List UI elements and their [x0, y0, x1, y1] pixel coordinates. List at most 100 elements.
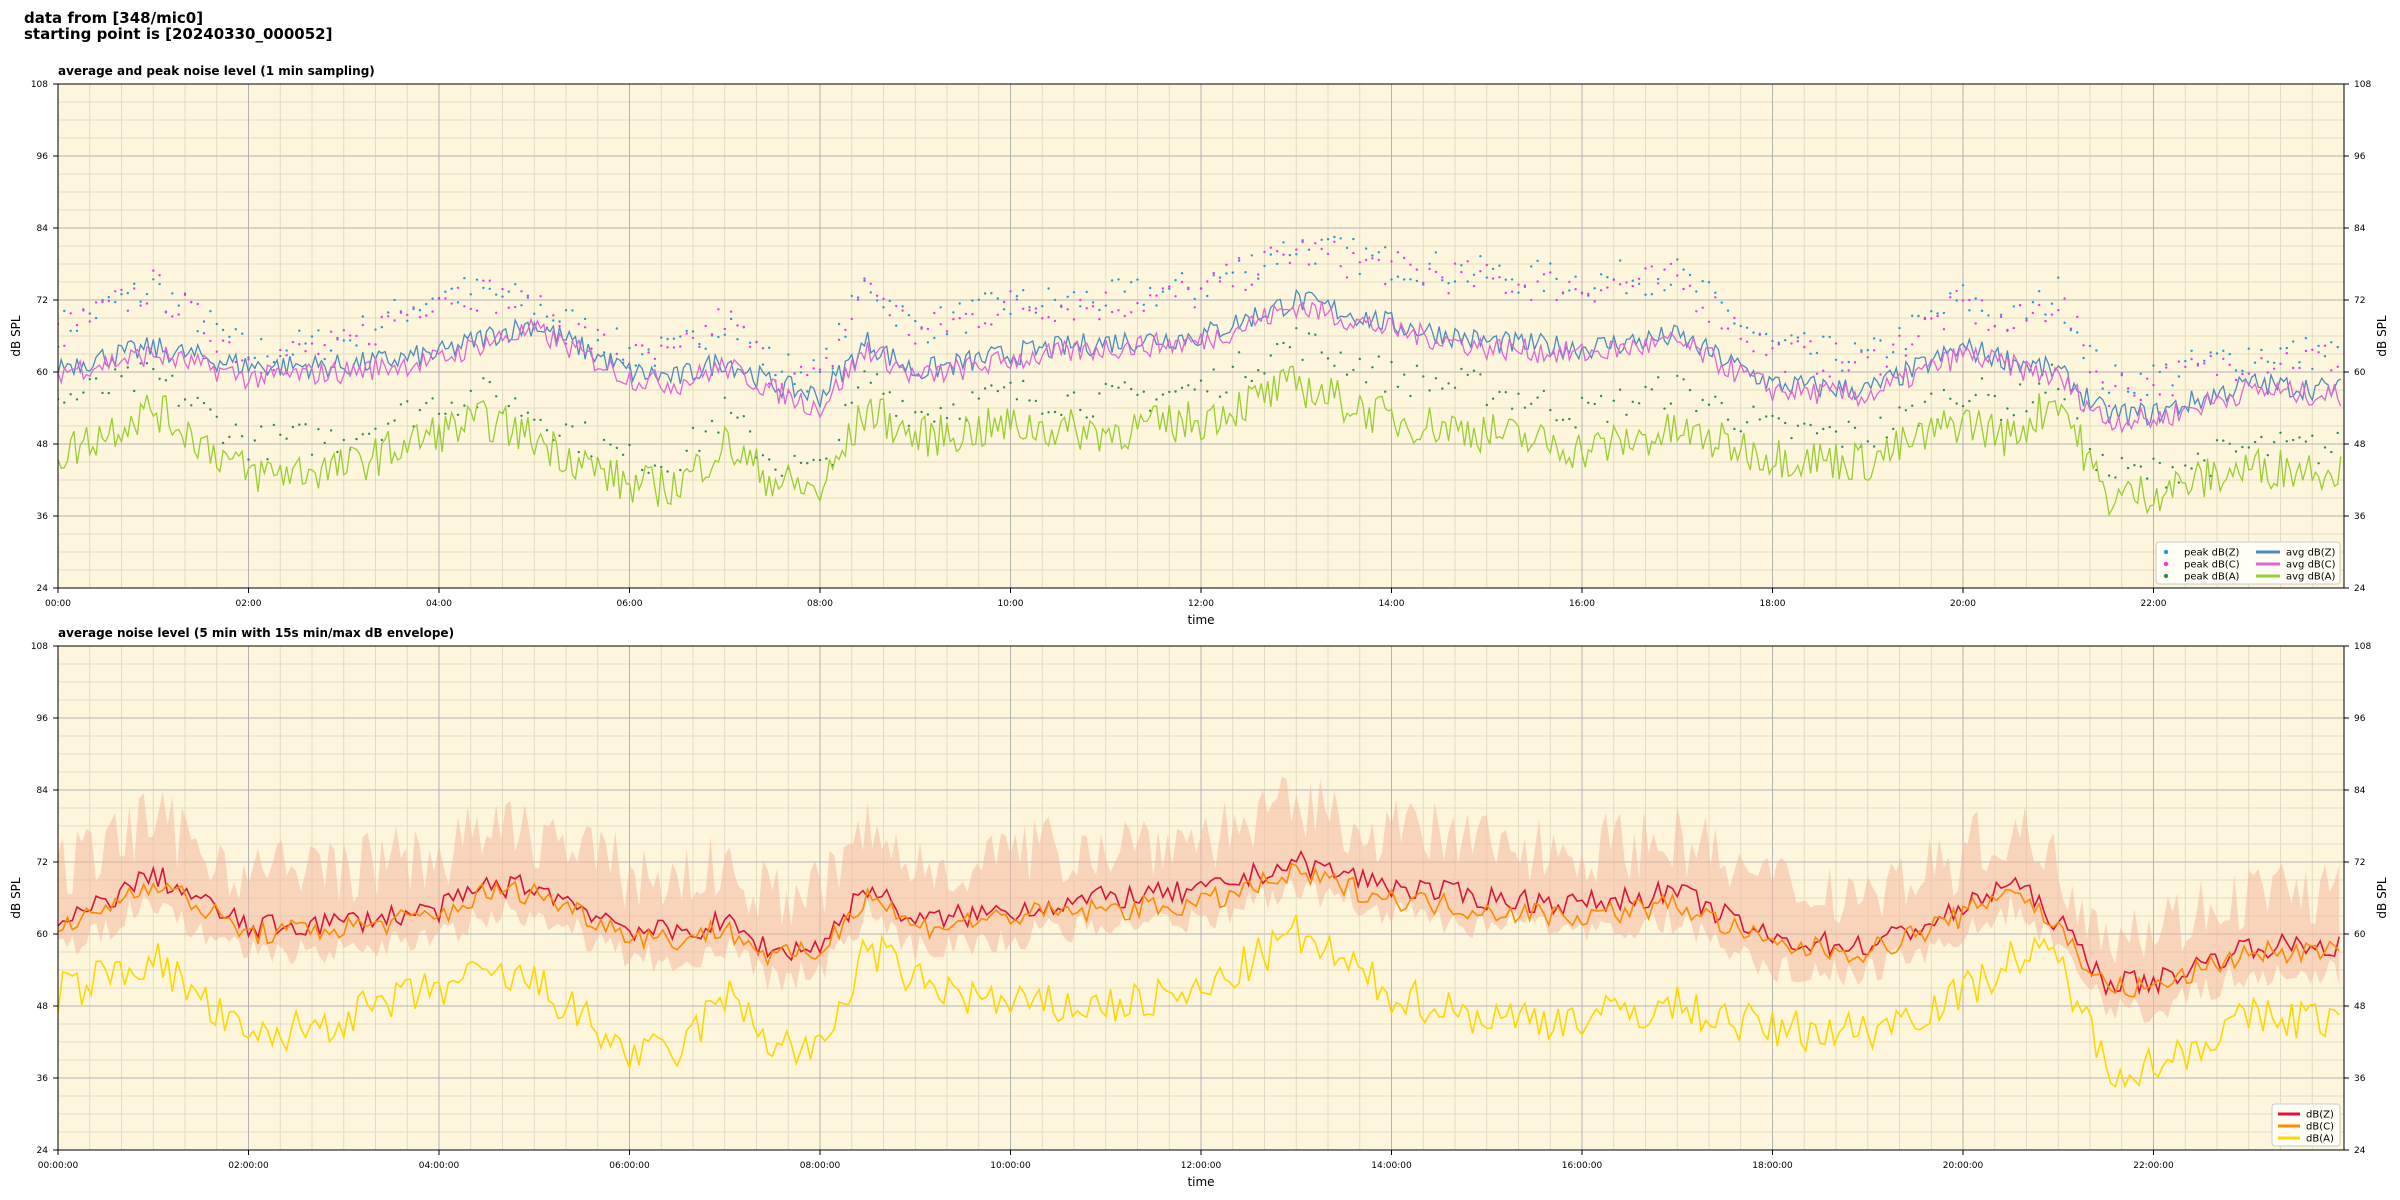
peak-point — [1117, 278, 1120, 281]
peak-point — [2101, 387, 2104, 390]
y-tick-label: 72 — [37, 296, 48, 306]
peak-point — [317, 428, 320, 431]
peak-point — [253, 439, 256, 442]
x-tick-label: 06:00 — [617, 599, 643, 609]
peak-point — [1599, 273, 1603, 276]
peak-point — [1168, 285, 1171, 288]
peak-point — [82, 391, 85, 394]
peak-point — [539, 303, 542, 307]
peak-point — [272, 423, 276, 427]
peak-point — [990, 292, 993, 295]
peak-point — [1682, 378, 1685, 381]
peak-point — [1853, 342, 1857, 345]
peak-point — [495, 311, 498, 314]
peak-point — [2266, 360, 2269, 363]
peak-point — [2050, 313, 2054, 316]
peak-point — [1974, 322, 1977, 325]
peak-point — [996, 389, 999, 393]
peak-point — [1199, 287, 1203, 290]
peak-point — [1155, 294, 1158, 297]
peak-point — [1079, 298, 1082, 302]
peak-point — [2152, 364, 2155, 367]
peak-point — [152, 278, 155, 281]
peak-point — [291, 353, 295, 356]
peak-point — [990, 323, 993, 326]
peak-point — [742, 415, 745, 418]
peak-point — [704, 347, 707, 350]
peak-point — [964, 331, 968, 334]
peak-point — [653, 464, 657, 467]
peak-point — [1269, 246, 1273, 249]
peak-point — [1574, 288, 1577, 291]
peak-point — [1447, 382, 1450, 385]
peak-point — [2304, 349, 2308, 353]
peak-point — [2336, 365, 2339, 368]
peak-point — [2190, 358, 2193, 361]
peak-point — [329, 349, 333, 352]
peak-point — [1460, 264, 1463, 267]
peak-point — [647, 351, 650, 354]
peak-point — [1396, 385, 1400, 388]
peak-point — [882, 392, 885, 395]
peak-point — [342, 438, 345, 442]
peak-point — [482, 377, 485, 380]
series-line-avg-db-c- — [58, 300, 2342, 434]
peak-point — [399, 403, 403, 406]
peak-point — [831, 367, 834, 370]
peak-point — [463, 404, 466, 407]
peak-point — [133, 287, 136, 290]
peak-point — [1136, 278, 1139, 281]
peak-point — [2190, 349, 2193, 352]
peak-point — [1174, 295, 1177, 298]
peak-point — [1625, 292, 1628, 295]
peak-point — [2298, 436, 2301, 439]
peak-point — [2012, 414, 2016, 417]
peak-point — [514, 305, 517, 309]
peak-point — [2101, 381, 2104, 384]
peak-point — [2171, 466, 2174, 469]
peak-point — [1606, 276, 1609, 279]
peak-point — [126, 366, 129, 369]
peak-point — [1339, 237, 1342, 240]
peak-point — [1682, 287, 1685, 291]
peak-point — [1479, 270, 1482, 273]
peak-point — [1047, 316, 1050, 319]
peak-point — [1263, 372, 1266, 375]
peak-point — [780, 370, 784, 373]
peak-point — [907, 333, 911, 337]
peak-point — [812, 367, 815, 370]
series-line-avg-db-a- — [58, 365, 2342, 517]
peak-point — [253, 356, 256, 360]
peak-point — [1644, 385, 1647, 389]
peak-point — [1072, 291, 1076, 294]
peak-point — [1999, 315, 2003, 319]
peak-point — [2190, 467, 2193, 470]
peak-point — [1428, 389, 1431, 392]
peak-point — [958, 317, 961, 320]
peak-point — [1676, 274, 1679, 277]
peak-point — [1085, 290, 1088, 294]
peak-point — [1580, 396, 1584, 399]
peak-point — [653, 357, 657, 361]
peak-point — [1257, 277, 1260, 280]
y-axis-label-right: dB SPL — [2375, 315, 2389, 357]
peak-point — [621, 358, 625, 361]
peak-point — [1384, 246, 1387, 249]
peak-point — [1206, 280, 1209, 283]
peak-point — [2025, 319, 2028, 322]
peak-point — [2165, 363, 2168, 366]
data-source-line: data from [348/mic0] — [24, 9, 204, 27]
peak-point — [901, 309, 904, 312]
peak-point — [387, 315, 390, 318]
peak-point — [158, 274, 161, 277]
peak-point — [1885, 436, 1889, 439]
peak-point — [793, 382, 796, 386]
peak-point — [101, 391, 104, 395]
peak-point — [329, 429, 333, 432]
peak-point — [990, 384, 993, 387]
peak-point — [539, 418, 542, 422]
peak-point — [1485, 403, 1489, 407]
peak-point — [691, 426, 695, 430]
peak-point — [228, 341, 231, 344]
peak-point — [1720, 401, 1723, 405]
